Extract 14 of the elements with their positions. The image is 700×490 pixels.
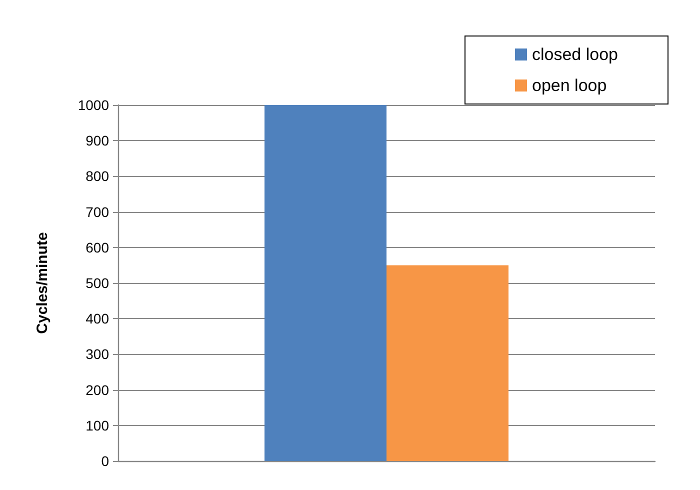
y-tick-label: 100 — [86, 417, 110, 434]
y-tick-label: 200 — [86, 382, 110, 398]
y-tick-label: 500 — [86, 275, 110, 291]
y-tick-label: 1000 — [78, 97, 110, 113]
legend-label: open loop — [532, 76, 607, 95]
y-tick-label: 700 — [86, 204, 110, 220]
y-tick-label: 300 — [86, 346, 110, 362]
y-tick-label: 900 — [86, 132, 110, 149]
y-axis-title: Cycles/minute — [34, 232, 51, 334]
y-tick-label: 400 — [86, 310, 110, 327]
y-tick-label: 600 — [86, 239, 110, 256]
y-tick-label: 0 — [101, 453, 110, 469]
legend-label: closed loop — [532, 45, 618, 64]
y-tick-label: 800 — [86, 168, 110, 184]
